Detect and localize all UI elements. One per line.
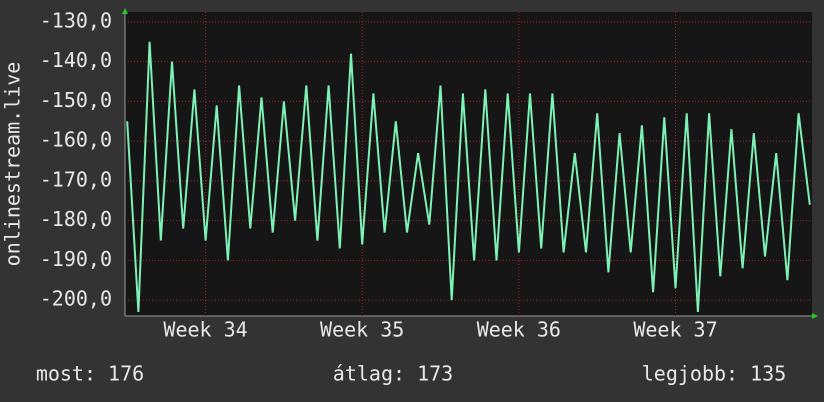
x-tick-label: Week 34 — [163, 318, 247, 342]
y-tick-label: -140,0 — [40, 48, 112, 72]
axis-arrow — [122, 8, 128, 14]
y-tick-label: -170,0 — [40, 167, 112, 191]
footer-text: átlag: 173 — [333, 362, 453, 386]
x-tick-label: Week 37 — [633, 318, 717, 342]
x-tick-label: Week 36 — [477, 318, 561, 342]
y-tick-label: -160,0 — [40, 128, 112, 152]
data-line — [126, 41, 811, 313]
y-tick-label: -150,0 — [40, 88, 112, 112]
footer-text: most: 176 — [36, 362, 144, 386]
y-tick-label: -130,0 — [40, 8, 112, 32]
x-tick-label: Week 35 — [320, 318, 404, 342]
y-tick-label: -190,0 — [40, 247, 112, 271]
y-tick-label: -180,0 — [40, 207, 112, 231]
y-axis-label: onlinestream.live — [1, 62, 25, 267]
axis-arrow — [812, 313, 818, 319]
footer-text: legjobb: 135 — [642, 362, 787, 386]
y-tick-label: -200,0 — [40, 287, 112, 311]
